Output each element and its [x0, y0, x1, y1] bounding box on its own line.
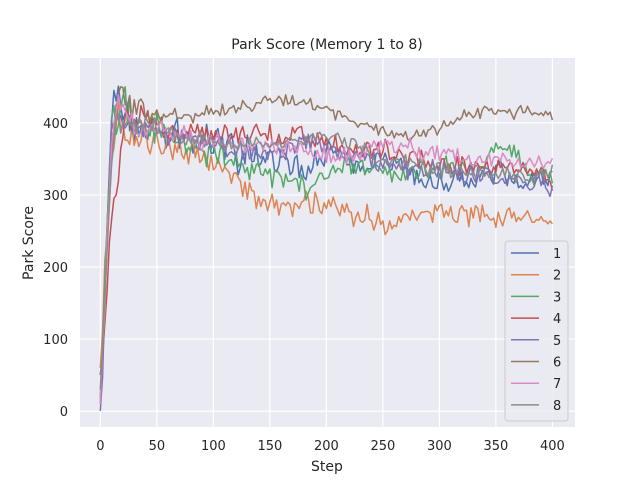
x-tick-label: 150: [257, 439, 282, 454]
series-line-2: [99, 97, 553, 368]
legend-box: [504, 240, 569, 422]
y-axis-ticks: 0 100 200 300 400: [43, 117, 68, 420]
series-line-5: [99, 103, 554, 412]
y-tick-label: 400: [43, 117, 68, 132]
series-line-8: [99, 112, 554, 390]
series-line-3: [99, 86, 554, 397]
series-line-7: [99, 94, 554, 404]
legend-label: 8: [553, 399, 561, 414]
legend: 1 2 3 4 5 6 7 8: [504, 240, 569, 422]
x-tick-label: 50: [149, 439, 166, 454]
legend-label: 7: [553, 377, 561, 392]
y-tick-label: 100: [43, 333, 68, 348]
y-tick-label: 0: [60, 405, 68, 420]
y-tick-label: 300: [43, 189, 68, 204]
y-axis-label: Park Score: [21, 206, 37, 280]
x-tick-label: 350: [483, 439, 508, 454]
x-tick-label: 0: [96, 439, 104, 454]
x-tick-label: 200: [314, 439, 339, 454]
y-tick-label: 200: [43, 261, 68, 276]
legend-label: 1: [553, 247, 561, 262]
x-axis-ticks: 0 50 100 150 200 250 300 350 400: [96, 439, 565, 454]
series-lines: [99, 85, 554, 412]
legend-label: 5: [553, 334, 561, 349]
legend-label: 3: [553, 290, 561, 305]
x-tick-label: 300: [427, 439, 452, 454]
legend-label: 6: [553, 356, 561, 371]
legend-label: 4: [553, 312, 561, 327]
series-line-6: [99, 86, 554, 376]
x-tick-label: 100: [201, 439, 226, 454]
x-tick-label: 250: [370, 439, 395, 454]
x-tick-label: 400: [540, 439, 565, 454]
chart-title: Park Score (Memory 1 to 8): [231, 37, 422, 53]
legend-label: 2: [553, 269, 561, 284]
series-line-1: [99, 85, 553, 404]
grid-lines: [80, 58, 575, 427]
plot-background: [80, 58, 575, 427]
x-axis-label: Step: [311, 459, 343, 475]
